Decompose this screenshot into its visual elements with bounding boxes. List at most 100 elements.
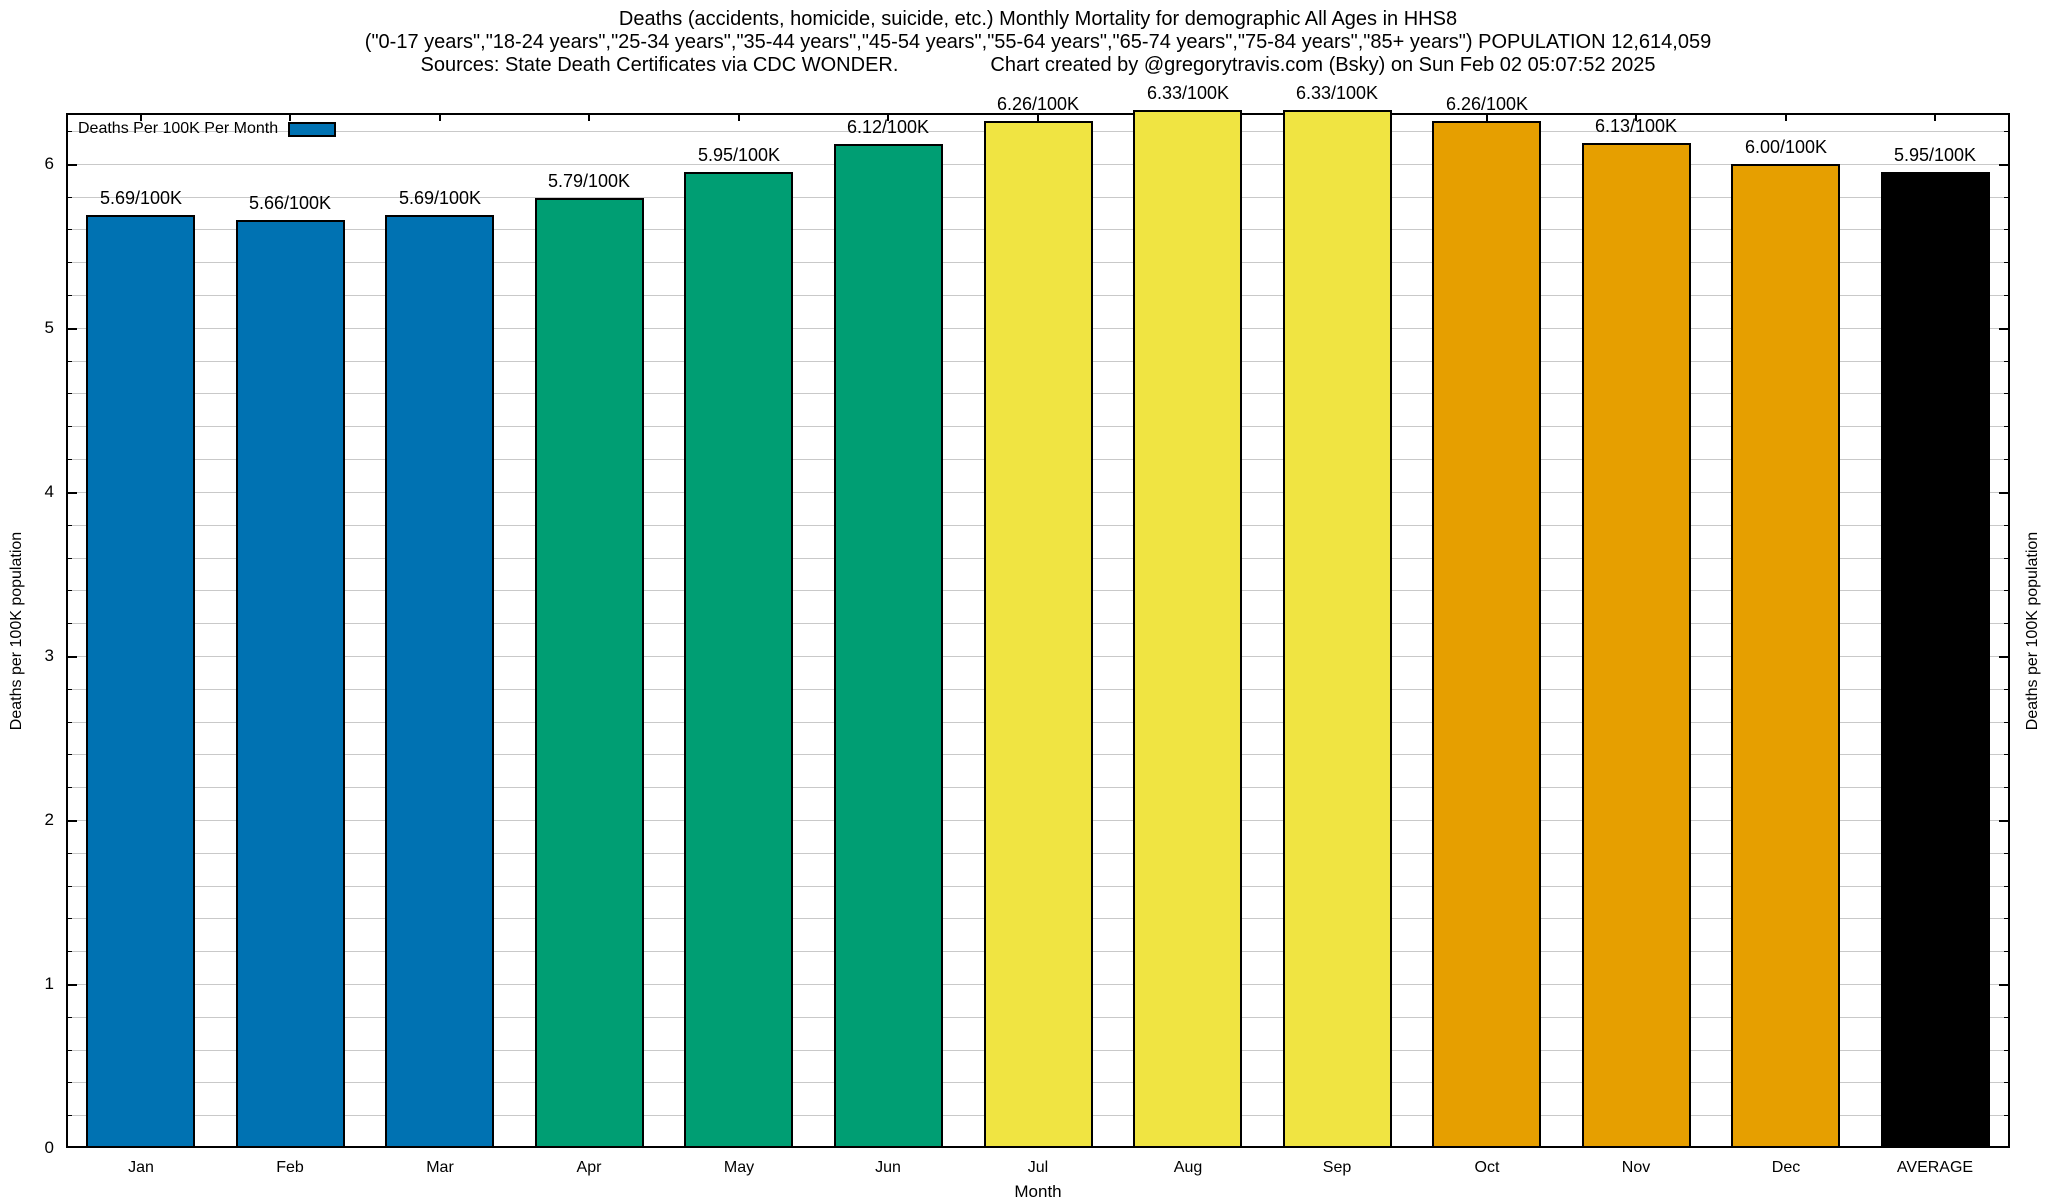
credit-text: Chart created by @gregorytravis.com (Bsk… [990,54,1656,76]
y-tick-minor [2004,918,2010,919]
y-tick-minor [66,131,72,132]
y-tick-minor [66,1082,72,1083]
y-tick-label: 5 [44,317,54,337]
y-tick-minor [66,295,72,296]
y-tick-minor [2004,131,2010,132]
bar-jul [984,121,1093,1148]
y-tick-minor [66,951,72,952]
bar-aug [1133,110,1242,1148]
bar-jan [86,215,195,1148]
x-axis-label: Month [1014,1182,1062,1201]
y-tick-label: 6 [44,153,54,173]
legend: Deaths Per 100K Per Month [78,120,337,138]
legend-swatch [288,121,337,137]
y-tick-minor [66,886,72,887]
y-tick-major [66,328,77,330]
bar-mar [385,215,494,1148]
y-tick-minor [66,918,72,919]
bar-value-label: 6.33/100K [1295,83,1379,103]
y-tick-minor [2004,853,2010,854]
x-tick-label: Nov [1621,1159,1651,1176]
y-tick-minor [66,1017,72,1018]
y-tick-label: 3 [44,645,54,665]
y-tick-major [1999,984,2010,986]
bar-value-label: 5.95/100K [697,145,781,165]
y-tick-minor [66,1050,72,1051]
x-tick-label: Apr [576,1159,602,1176]
y-tick-minor [66,525,72,526]
x-tick-top [1934,113,1936,121]
y-tick-major [1999,164,2010,166]
y-tick-minor [2004,951,2010,952]
x-tick-top [140,113,142,121]
bar-may [684,172,793,1148]
y-tick-minor [66,393,72,394]
y-tick-major [66,656,77,658]
y-tick-minor [2004,262,2010,263]
bar-nov [1582,143,1691,1148]
y-tick-minor [66,623,72,624]
bar-apr [535,198,644,1148]
y-tick-minor [2004,459,2010,460]
bar-feb [236,220,345,1148]
y-tick-minor [2004,689,2010,690]
y-tick-minor [66,426,72,427]
y-tick-major [66,492,77,494]
y-tick-minor [66,197,72,198]
bar-value-label: 5.69/100K [99,188,183,208]
y-tick-minor [66,229,72,230]
bar-value-label: 6.26/100K [1445,94,1529,114]
y-tick-minor [2004,754,2010,755]
y-tick-minor [66,787,72,788]
sources-text: Sources: State Death Certificates via CD… [420,54,899,76]
x-tick-label: May [723,1159,755,1176]
y-axis-label-left: Deaths per 100K population [8,531,25,731]
y-tick-minor [66,558,72,559]
y-tick-label: 4 [44,481,54,501]
y-tick-minor [66,262,72,263]
y-tick-minor [66,722,72,723]
y-tick-major [1999,820,2010,822]
y-tick-major [66,164,77,166]
legend-label: Deaths Per 100K Per Month [78,120,279,137]
y-tick-major [1999,328,2010,330]
chart-subtitle-sources: Sources: State Death Certificates via CD… [66,54,2010,77]
y-tick-minor [2004,426,2010,427]
bar-value-label: 6.12/100K [846,117,930,137]
bar-value-label: 6.00/100K [1744,137,1828,157]
y-tick-minor [2004,722,2010,723]
y-tick-minor [2004,787,2010,788]
plot-area: 5.69/100K 5.66/100K 5.69/100K 5.79/100K 5.95… [66,83,2010,1148]
y-tick-major [1999,492,2010,494]
bar-value-label: 6.26/100K [996,94,1080,114]
x-tick-top [439,113,441,121]
x-tick-label: Jul [1027,1159,1049,1176]
chart-title: Deaths (accidents, homicide, suicide, et… [618,8,1458,30]
x-tick-label: AVERAGE [1896,1159,1974,1176]
y-tick-minor [66,689,72,690]
y-tick-minor [66,1115,72,1116]
x-tick-top [1486,113,1488,121]
x-tick-top [588,113,590,121]
y-axis-label-right: Deaths per 100K population [2024,531,2041,731]
y-tick-minor [2004,558,2010,559]
y-tick-label: 0 [44,1138,54,1157]
y-tick-minor [2004,1017,2010,1018]
y-tick-minor [2004,886,2010,887]
bar-sep [1283,110,1392,1148]
y-tick-minor [2004,1050,2010,1051]
y-tick-minor [66,590,72,591]
bar-oct [1432,121,1541,1148]
y-tick-minor [66,361,72,362]
y-tick-label: 1 [44,973,54,993]
bar-value-label: 6.33/100K [1146,83,1230,103]
x-tick-label: Sep [1322,1159,1352,1176]
y-tick-minor [2004,361,2010,362]
bar-average [1881,172,1990,1148]
y-tick-minor [2004,197,2010,198]
y-tick-minor [66,853,72,854]
bar-value-label: 5.79/100K [547,171,631,191]
x-tick-top [1037,113,1039,121]
y-tick-minor [2004,525,2010,526]
y-tick-major [1999,656,2010,658]
